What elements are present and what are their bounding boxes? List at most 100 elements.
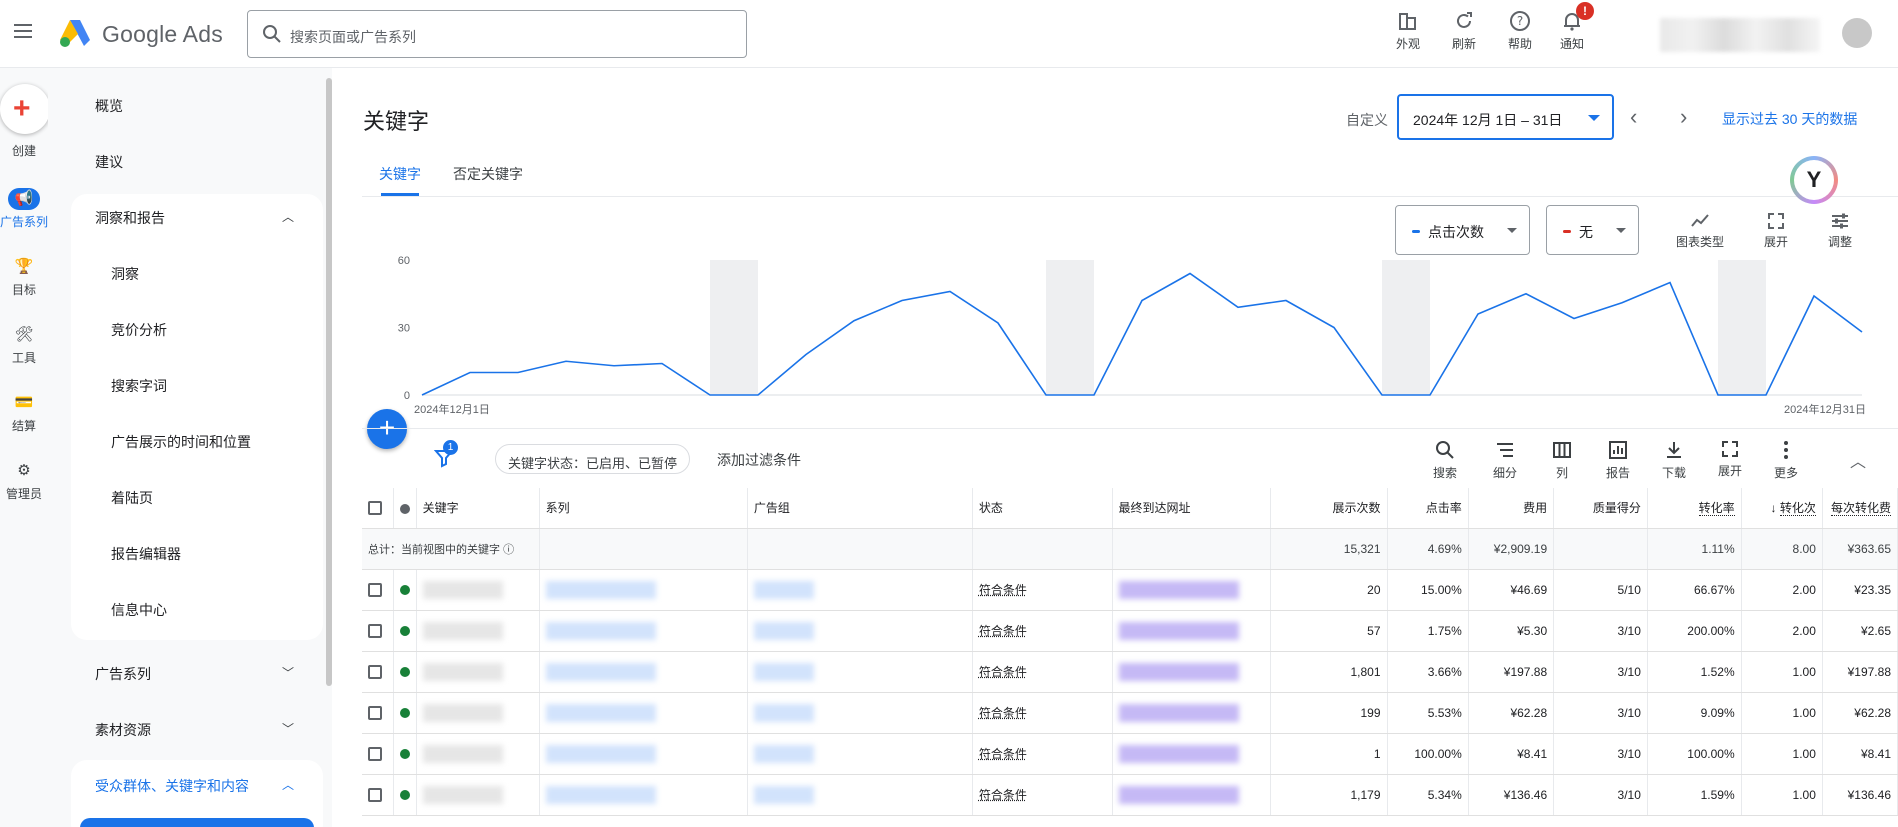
refresh-button[interactable]: 刷新 [1438,10,1490,52]
metric-selector-2[interactable]: 无 [1546,205,1639,255]
rail-item-campaigns[interactable]: 📢 广告系列 [0,188,48,230]
col-ad-group[interactable]: 广告组 [747,488,973,529]
final-url-blurred[interactable] [1118,744,1239,763]
table-row[interactable]: 符合条件 1,801 3.66% ¥197.88 3/10 1.52% 1.00 ¥197.8… [362,651,1898,693]
table-row[interactable]: 符合条件 57 1.75% ¥5.30 3/10 200.00% 2.00 ¥2.65 [362,610,1898,652]
keyword-blurred[interactable] [422,621,503,640]
chevron-up-icon[interactable]: ︿ [282,210,295,224]
keyword-status[interactable]: 符合条件 [978,665,1027,679]
help-button[interactable]: ? 帮助 [1494,10,1546,52]
keyword-status[interactable]: 符合条件 [978,747,1027,761]
campaign-blurred[interactable] [545,621,656,640]
keyword-status-filter-chip[interactable]: 关键字状态：已启用、已暂停 [495,444,690,474]
download-button[interactable]: 下载 [1650,440,1698,481]
rail-item-goals[interactable]: 🏆 目标 [0,256,48,298]
table-row[interactable]: 符合条件 199 5.53% ¥62.28 3/10 9.09% 1.00 ¥62.28 [362,692,1898,734]
tab-keywords[interactable]: 关键字 [379,166,421,182]
nav-subitem-dashboards[interactable]: 信息中心 [111,602,167,618]
nav-subitem-report-editor[interactable]: 报告编辑器 [111,546,181,562]
chevron-down-icon[interactable]: ﹀ [282,722,295,736]
rail-item-tools[interactable]: 🛠 工具 [0,324,48,366]
show-last-30-days-link[interactable]: 显示过去 30 天的数据 [1722,111,1858,127]
row-checkbox[interactable] [368,787,382,802]
appearance-button[interactable]: 外观 [1382,10,1434,52]
account-info-blurred[interactable] [1660,18,1820,52]
col-conversions[interactable]: ↓ 转化次 [1741,488,1823,529]
keyword-blurred[interactable] [422,744,503,763]
final-url-blurred[interactable] [1118,580,1239,599]
keyword-blurred[interactable] [422,580,503,599]
ad-group-blurred[interactable] [753,744,814,763]
nav-subitem-insights[interactable]: 洞察 [111,266,139,282]
notifications-button[interactable]: 通知 ! [1546,2,1598,52]
keyword-status[interactable]: 符合条件 [978,788,1027,802]
col-impressions[interactable]: 展示次数 [1270,488,1388,529]
keyword-blurred[interactable] [422,785,503,804]
table-row[interactable]: 符合条件 1,179 5.34% ¥136.46 3/10 1.59% 1.00 ¥136.4… [362,774,1898,816]
tab-negative-keywords[interactable]: 否定关键字 [453,166,523,182]
keyword-blurred[interactable] [422,703,503,722]
campaign-blurred[interactable] [545,580,656,599]
nav-subitem-auction[interactable]: 竞价分析 [111,322,167,338]
nav-item-overview[interactable]: 概览 [95,98,123,114]
ad-group-blurred[interactable] [753,580,814,599]
row-checkbox[interactable] [368,705,382,720]
nav-subitem-landing-pages[interactable]: 着陆页 [111,490,153,506]
campaign-blurred[interactable] [545,785,656,804]
row-checkbox[interactable] [368,664,382,679]
segment-button[interactable]: 细分 [1481,440,1529,481]
final-url-blurred[interactable] [1118,785,1239,804]
row-checkbox[interactable] [368,582,382,597]
metric-selector-1[interactable]: 点击次数 [1395,205,1530,255]
rail-item-admin[interactable]: ⚙ 管理员 [0,460,48,502]
final-url-blurred[interactable] [1118,662,1239,681]
avatar[interactable] [1842,18,1872,48]
nav-item-insights-reports[interactable]: 洞察和报告 [95,210,165,226]
ad-group-blurred[interactable] [753,785,814,804]
add-filter-button[interactable]: 添加过滤条件 [717,452,801,468]
campaign-blurred[interactable] [545,662,656,681]
keyword-blurred[interactable] [422,662,503,681]
col-ctr[interactable]: 点击率 [1387,488,1469,529]
menu-icon[interactable] [10,20,36,46]
col-final-url[interactable]: 最终到达网址 [1112,488,1271,529]
col-status[interactable]: 状态 [972,488,1113,529]
col-cost-per-conv[interactable]: 每次转化费 [1822,488,1898,529]
final-url-blurred[interactable] [1118,621,1239,640]
nav-item-audiences-keywords[interactable]: 受众群体、关键字和内容 [95,778,249,794]
nav-subitem-search-terms[interactable]: 搜索字词 [111,378,167,394]
chart-type-button[interactable]: 图表类型 [1670,212,1730,250]
col-keyword[interactable]: 关键字 [416,488,540,529]
previous-period-button[interactable]: ‹ [1630,104,1638,129]
chevron-up-icon[interactable]: ︿ [282,778,295,792]
nav-active-pill[interactable] [80,818,314,827]
table-search-button[interactable]: 搜索 [1421,440,1469,481]
ai-assistant-icon[interactable]: Y [1790,156,1838,204]
ad-group-blurred[interactable] [753,703,814,722]
table-row[interactable]: 符合条件 1 100.00% ¥8.41 3/10 100.00% 1.00 ¥8.41 [362,733,1898,775]
rail-item-billing[interactable]: 💳 结算 [0,392,48,434]
nav-scrollbar[interactable] [326,78,332,686]
row-checkbox[interactable] [368,746,382,761]
select-all-checkbox[interactable] [368,501,382,516]
row-checkbox[interactable] [368,623,382,638]
add-keyword-button[interactable]: + [367,409,407,449]
search-input[interactable]: 搜索页面或广告系列 [247,10,747,58]
keyword-status[interactable]: 符合条件 [978,706,1027,720]
table-expand-button[interactable]: 展开 [1706,440,1754,479]
collapse-chevron-icon[interactable]: ︿ [1850,454,1867,471]
nav-item-campaigns[interactable]: 广告系列 [95,666,151,682]
next-period-button[interactable]: › [1680,104,1688,129]
campaign-blurred[interactable] [545,744,656,763]
ad-group-blurred[interactable] [753,621,814,640]
more-button[interactable]: 更多 [1762,440,1810,481]
col-conv-rate[interactable]: 转化率 [1647,488,1742,529]
ad-group-blurred[interactable] [753,662,814,681]
table-row[interactable]: 符合条件 20 15.00% ¥46.69 5/10 66.67% 2.00 ¥23.35 [362,569,1898,611]
nav-item-recommendations[interactable]: 建议 [95,154,123,170]
keyword-status[interactable]: 符合条件 [978,583,1027,597]
chevron-down-icon[interactable]: ﹀ [282,666,295,680]
keyword-status[interactable]: 符合条件 [978,624,1027,638]
reports-button[interactable]: 报告 [1594,440,1642,481]
chart-expand-button[interactable]: 展开 [1746,212,1806,250]
